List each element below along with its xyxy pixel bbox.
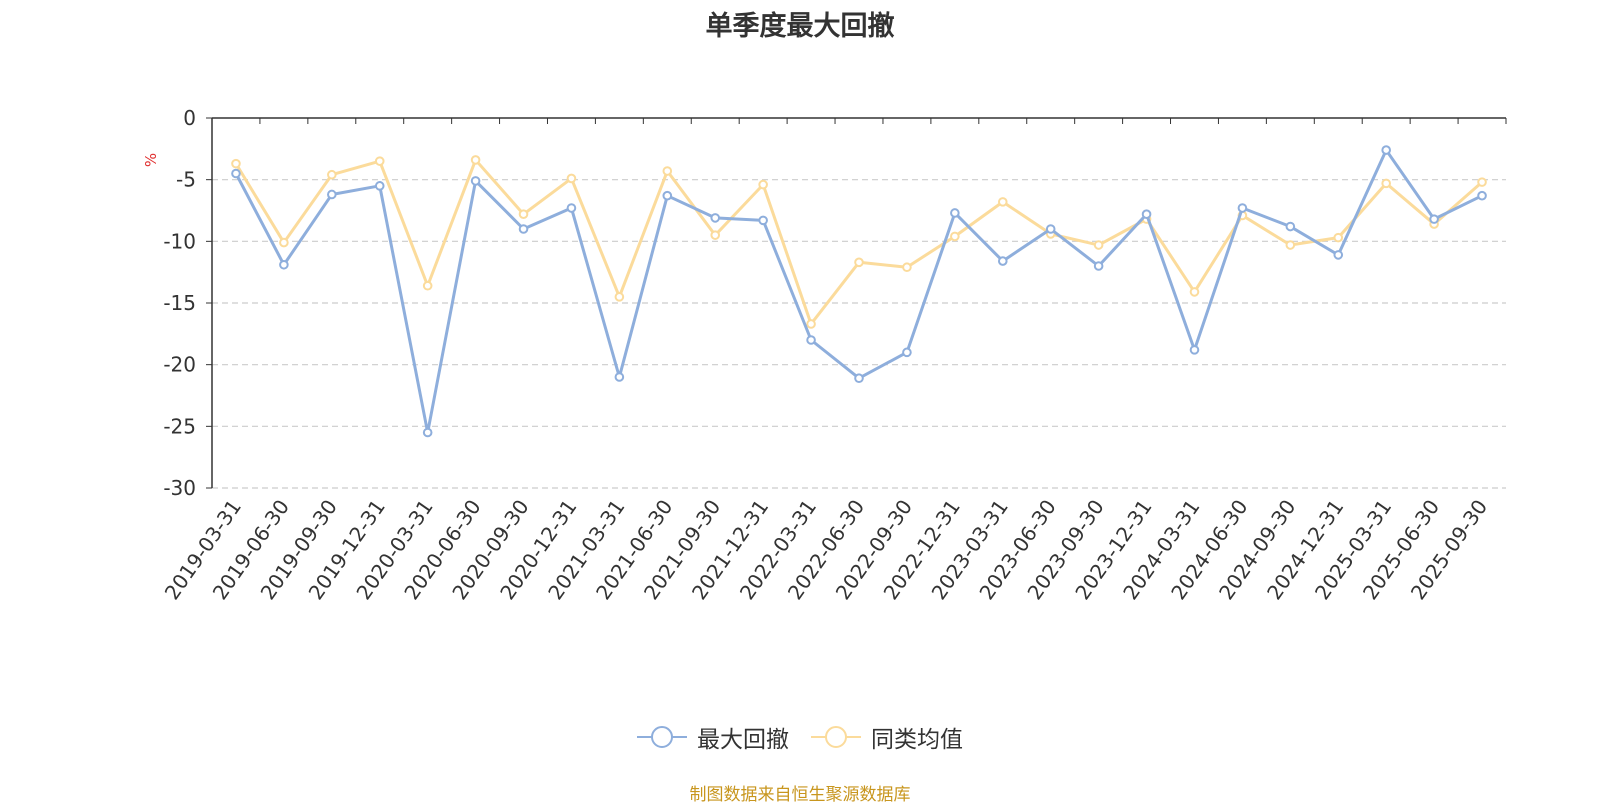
legend: 最大回撤 同类均值	[0, 720, 1600, 754]
data-point	[902, 262, 912, 273]
y-tick-label: -30	[163, 476, 196, 500]
series-line	[234, 158, 1484, 326]
data-point	[327, 169, 337, 180]
data-point	[279, 259, 289, 270]
data-point	[470, 176, 481, 186]
data-point	[1333, 232, 1344, 243]
data-point	[422, 280, 433, 291]
data-point	[1045, 224, 1056, 234]
data-point	[566, 203, 577, 213]
data-point	[1093, 240, 1104, 250]
data-point	[950, 208, 960, 218]
legend-item-drawdown[interactable]: 最大回撤	[637, 720, 789, 754]
data-point	[1141, 209, 1152, 219]
data-point	[566, 173, 577, 184]
data-point	[806, 335, 816, 345]
data-point	[279, 237, 289, 248]
data-point	[1189, 345, 1200, 355]
data-point	[470, 155, 481, 165]
legend-drawdown-label: 最大回撤	[697, 727, 789, 753]
data-point	[662, 190, 673, 201]
data-point	[1285, 221, 1296, 232]
data-point	[614, 372, 625, 382]
y-tick-label: -20	[163, 353, 196, 377]
data-point	[950, 231, 960, 242]
data-point	[374, 181, 385, 191]
data-point	[518, 209, 529, 219]
data-point	[374, 156, 385, 166]
data-point	[231, 158, 241, 169]
y-tick-label: -10	[163, 229, 196, 253]
data-point	[758, 215, 768, 226]
y-tick-label: 0	[183, 106, 196, 130]
y-axis-label: %	[142, 153, 160, 167]
data-point	[1381, 178, 1391, 189]
data-point	[854, 373, 864, 384]
data-point	[1381, 145, 1391, 155]
data-point	[806, 319, 816, 329]
data-point	[518, 224, 529, 234]
data-point	[758, 179, 768, 190]
line-chart: 0-5-10-15-20-25-30%2019-03-312019-06-302…	[142, 106, 1507, 604]
data-point	[710, 230, 721, 240]
data-point	[997, 256, 1008, 266]
data-point	[1333, 250, 1344, 260]
data-point	[422, 427, 433, 438]
data-point	[710, 213, 721, 223]
data-point	[1477, 177, 1487, 187]
data-point	[327, 189, 337, 200]
chart-title: 单季度最大回撤	[705, 11, 895, 42]
data-point	[231, 168, 241, 179]
y-tick-label: -5	[176, 168, 196, 192]
legend-peer-average-icon	[811, 726, 861, 748]
legend-item-peer-average[interactable]: 同类均值	[811, 720, 963, 754]
data-point	[1093, 261, 1104, 271]
data-point	[1285, 240, 1296, 250]
data-point	[1429, 214, 1439, 224]
y-tick-label: -25	[163, 414, 196, 438]
source-footer: 制图数据来自恒生聚源数据库	[689, 785, 911, 805]
data-point	[902, 347, 912, 358]
data-point	[614, 292, 625, 302]
data-point	[1237, 203, 1248, 213]
legend-peer-average-label: 同类均值	[871, 727, 963, 753]
data-point	[1189, 287, 1200, 297]
y-tick-label: -15	[163, 291, 196, 315]
data-point	[1477, 190, 1487, 201]
legend-drawdown-icon	[637, 726, 687, 748]
data-point	[997, 197, 1008, 207]
series-line	[234, 148, 1483, 434]
data-point	[662, 166, 673, 176]
data-point	[854, 257, 864, 268]
